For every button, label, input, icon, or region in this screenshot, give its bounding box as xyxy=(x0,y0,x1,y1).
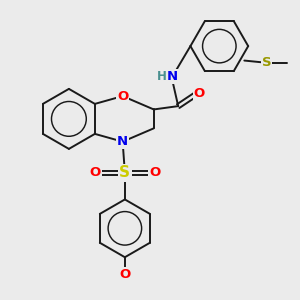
Text: O: O xyxy=(119,268,130,281)
Text: N: N xyxy=(167,70,178,83)
Text: S: S xyxy=(119,165,130,180)
Text: O: O xyxy=(194,87,205,101)
Text: N: N xyxy=(117,135,128,148)
Text: O: O xyxy=(89,166,100,179)
Text: O: O xyxy=(149,166,160,179)
Text: S: S xyxy=(262,56,272,69)
Text: O: O xyxy=(117,90,128,103)
Text: H: H xyxy=(157,70,166,83)
